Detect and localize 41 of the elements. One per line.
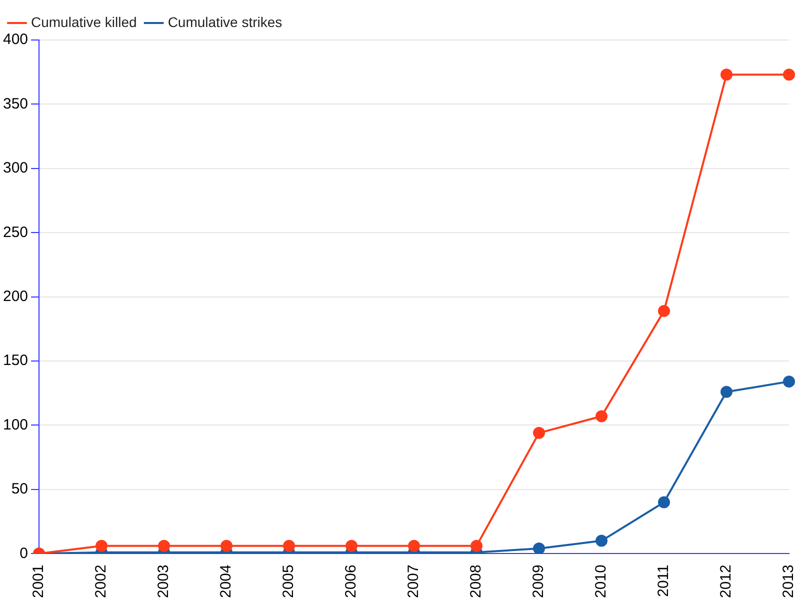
point [408,540,420,552]
x-tick-label: 2008 [468,564,485,598]
point [658,496,670,508]
point [346,540,358,552]
x-tick-label: 2013 [780,564,798,598]
x-tick-label: 2004 [218,564,235,598]
x-tick-label: 2002 [92,564,110,598]
x-tick-label: 2001 [30,564,48,598]
point [533,426,546,439]
point [596,410,608,422]
x-tick-label: 2009 [530,564,548,598]
x-tick-label: 2012 [718,564,735,598]
x-tick-label: 2003 [155,564,172,598]
y-tick-label: 400 [2,31,28,48]
point [720,386,732,398]
y-tick-label: 200 [2,288,28,305]
x-tick-label: 2011 [655,564,672,597]
point [158,540,170,552]
legend-label: Cumulative killed [31,14,137,30]
y-tick-label: 350 [2,95,28,112]
x-tick-label: 2006 [342,564,360,598]
point [783,376,795,388]
point [658,304,670,317]
point [220,540,233,552]
y-tick-label: 0 [20,544,28,562]
x-tick-label: 2005 [280,564,298,598]
point [783,68,795,81]
point [470,540,483,552]
point [720,68,732,81]
y-tick-label: 100 [2,416,28,434]
y-tick-label: 250 [2,224,28,241]
y-tick-label: 50 [11,480,28,498]
legend-label: Cumulative strikes [168,14,282,30]
x-tick-label: 2010 [592,564,610,598]
y-tick-label: 300 [2,160,28,177]
point [533,542,546,554]
point [596,534,608,547]
x-tick-label: 2007 [405,564,422,598]
y-tick-label: 150 [2,352,28,370]
point [283,540,296,552]
point [96,540,108,552]
